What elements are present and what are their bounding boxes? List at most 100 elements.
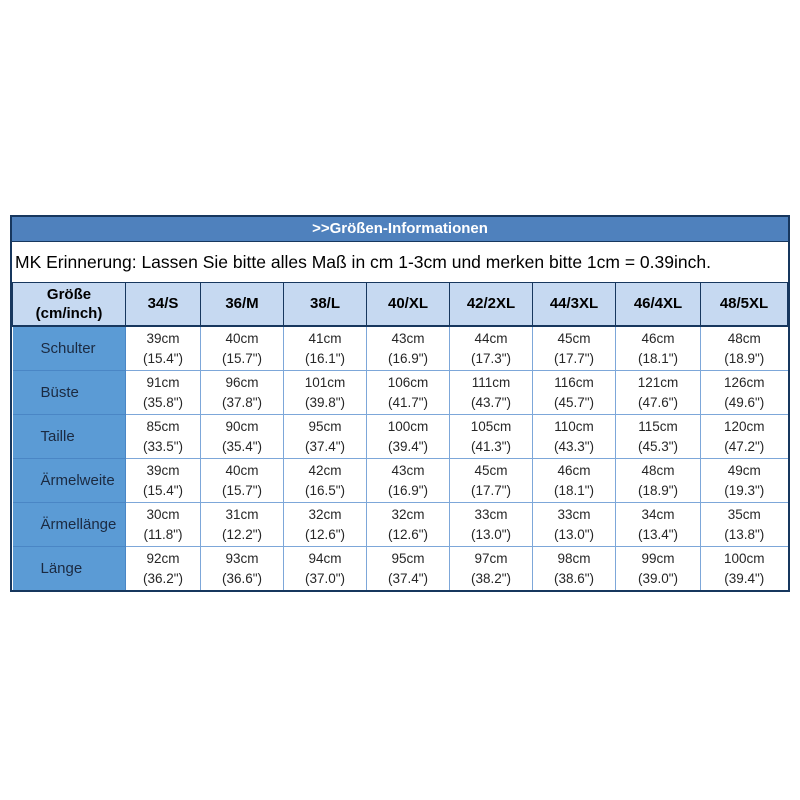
size-cell: 33cm (13.0") xyxy=(449,502,533,547)
size-cell: 40cm (15.7") xyxy=(200,458,284,503)
cm-value: 44cm xyxy=(474,330,508,346)
size-cell: 44cm (17.3") xyxy=(449,325,533,371)
column-header-46-4xl: 46/4XL xyxy=(615,282,701,327)
cm-value: 31cm xyxy=(225,506,259,522)
inch-value: (35.8") xyxy=(142,394,184,410)
inch-value: (15.4") xyxy=(142,482,184,498)
inch-value: (45.7") xyxy=(553,394,595,410)
cm-value: 111cm xyxy=(471,374,511,390)
inch-value: (43.7") xyxy=(470,394,512,410)
inch-value: (39.4") xyxy=(387,438,429,454)
inch-value: (19.3") xyxy=(724,482,765,498)
inch-value: (16.5") xyxy=(304,482,346,498)
cm-value: 49cm xyxy=(727,462,761,478)
cm-value: 46cm xyxy=(641,330,675,346)
table-row-aermellaenge: Ärmellänge 30cm (11.8") 31cm (12.2") 32cm (… xyxy=(12,502,788,547)
size-table: Größe (cm/inch) 34/S 36/M 38/L 40/XL 42/… xyxy=(12,282,788,590)
column-header-44-3xl: 44/3XL xyxy=(532,282,616,327)
inch-value: (43.3") xyxy=(553,438,595,454)
size-cell: 85cm (33.5") xyxy=(125,414,201,459)
inch-value: (49.6") xyxy=(724,394,765,410)
cm-value: 43cm xyxy=(391,330,425,346)
size-cell: 46cm (18.1") xyxy=(615,325,701,371)
inch-value: (17.7") xyxy=(470,482,512,498)
inch-value: (41.3") xyxy=(470,438,512,454)
inch-value: (11.8") xyxy=(143,526,183,542)
row-label-taille: Taille xyxy=(12,414,126,459)
table-row-bueste: Büste 91cm (35.8") 96cm (37.8") 101cm (39.8… xyxy=(12,370,788,415)
inch-value: (37.0") xyxy=(304,570,346,586)
inch-value: (16.9") xyxy=(387,350,429,366)
cm-value: 39cm xyxy=(146,330,180,346)
size-cell: 93cm (36.6") xyxy=(200,546,284,590)
cm-value: 41cm xyxy=(308,330,342,346)
row-label-aermelweite: Ärmelweite xyxy=(12,458,126,503)
inch-value: (39.8") xyxy=(304,394,346,410)
cm-value: 39cm xyxy=(146,462,180,478)
inch-value: (36.6") xyxy=(221,570,263,586)
row-label-schulter: Schulter xyxy=(12,325,126,371)
corner-header-line1: Größe xyxy=(46,285,92,303)
row-label-aermellaenge: Ärmellänge xyxy=(12,502,126,547)
cm-value: 110cm xyxy=(554,418,594,434)
cm-value: 45cm xyxy=(557,330,591,346)
inch-value: (13.4") xyxy=(637,526,679,542)
column-header-42-2xl: 42/2XL xyxy=(449,282,533,327)
inch-value: (16.9") xyxy=(387,482,429,498)
cm-value: 45cm xyxy=(474,462,508,478)
cm-value: 115cm xyxy=(638,418,678,434)
cm-value: 40cm xyxy=(225,330,259,346)
cm-value: 46cm xyxy=(557,462,591,478)
cm-value: 120cm xyxy=(723,418,765,434)
table-row-taille: Taille 85cm (33.5") 90cm (35.4") 95cm (37.4… xyxy=(12,414,788,459)
column-header-48-5xl: 48/5XL xyxy=(700,282,788,327)
size-cell: 49cm (19.3") xyxy=(700,458,788,503)
cm-value: 43cm xyxy=(391,462,425,478)
inch-value: (13.8") xyxy=(724,526,765,542)
size-cell: 97cm (38.2") xyxy=(449,546,533,590)
corner-header: Größe (cm/inch) xyxy=(12,282,126,327)
inch-value: (17.7") xyxy=(553,350,595,366)
size-cell: 31cm (12.2") xyxy=(200,502,284,547)
cm-value: 85cm xyxy=(146,418,180,434)
cm-value: 91cm xyxy=(146,374,180,390)
table-row-aermelweite: Ärmelweite 39cm (15.4") 40cm (15.7") 42cm (… xyxy=(12,458,788,503)
size-cell: 32cm (12.6") xyxy=(283,502,367,547)
inch-value: (15.4") xyxy=(142,350,184,366)
size-cell: 98cm (38.6") xyxy=(532,546,616,590)
size-cell: 121cm (47.6") xyxy=(615,370,701,415)
inch-value: (16.1") xyxy=(304,350,346,366)
size-cell: 106cm (41.7") xyxy=(366,370,450,415)
cm-value: 121cm xyxy=(637,374,679,390)
size-cell: 43cm (16.9") xyxy=(366,325,450,371)
size-cell: 115cm (45.3") xyxy=(615,414,701,459)
row-label-bueste: Büste xyxy=(12,370,126,415)
cm-value: 95cm xyxy=(308,418,342,434)
cm-value: 98cm xyxy=(557,550,591,566)
size-cell: 101cm (39.8") xyxy=(283,370,367,415)
size-cell: 34cm (13.4") xyxy=(615,502,701,547)
size-cell: 46cm (18.1") xyxy=(532,458,616,503)
inch-value: (38.2") xyxy=(470,570,512,586)
inch-value: (15.7") xyxy=(221,350,263,366)
measurement-notice: MK Erinnerung: Lassen Sie bitte alles Ma… xyxy=(12,242,788,282)
inch-value: (41.7") xyxy=(387,394,429,410)
corner-header-line2: (cm/inch) xyxy=(35,305,103,322)
cm-value: 30cm xyxy=(146,506,180,522)
size-cell: 100cm (39.4") xyxy=(700,546,788,590)
cm-value: 106cm xyxy=(387,374,429,390)
size-cell: 92cm (36.2") xyxy=(125,546,201,590)
size-cell: 110cm (43.3") xyxy=(532,414,616,459)
size-cell: 99cm (39.0") xyxy=(615,546,701,590)
column-header-36m: 36/M xyxy=(200,282,284,327)
size-cell: 111cm (43.7") xyxy=(449,370,533,415)
cm-value: 100cm xyxy=(723,550,765,566)
cm-value: 90cm xyxy=(225,418,259,434)
cm-value: 33cm xyxy=(474,506,508,522)
size-cell: 45cm (17.7") xyxy=(532,325,616,371)
inch-value: (18.1") xyxy=(553,482,595,498)
size-cell: 90cm (35.4") xyxy=(200,414,284,459)
inch-value: (12.6") xyxy=(304,526,346,542)
inch-value: (18.1") xyxy=(637,350,679,366)
cm-value: 32cm xyxy=(308,506,342,522)
